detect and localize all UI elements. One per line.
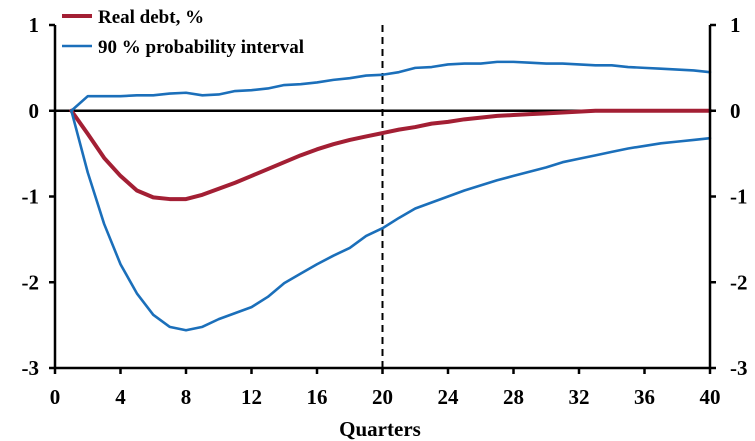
y-tick-label-right: 1 bbox=[730, 13, 741, 37]
x-axis-title: Quarters bbox=[339, 417, 421, 441]
x-tick-label: 32 bbox=[569, 385, 590, 409]
legend: Real debt, % 90 % probability interval bbox=[62, 7, 304, 58]
y-tick-label-right: -3 bbox=[730, 356, 748, 380]
tick-labels: 1 1 0 0 -1 -1 -2 -2 -3 -3 0 4 8 12 16 20 24 28 32 36 40 bbox=[22, 13, 748, 409]
x-tick-label: 24 bbox=[438, 385, 460, 409]
y-tick-label-left: 1 bbox=[29, 13, 40, 37]
x-tick-label: 40 bbox=[700, 385, 721, 409]
y-tick-label-left: -1 bbox=[22, 185, 40, 209]
y-tick-label-left: -2 bbox=[22, 270, 40, 294]
probability-interval-upper-line bbox=[70, 60, 712, 113]
y-tick-label-left: -3 bbox=[22, 356, 40, 380]
probability-interval-lower-line bbox=[70, 109, 712, 332]
x-tick-label: 28 bbox=[503, 385, 524, 409]
x-tick-label: 12 bbox=[241, 385, 262, 409]
x-tick-label: 4 bbox=[115, 385, 126, 409]
x-tick-label: 20 bbox=[372, 385, 393, 409]
legend-label: Real debt, % bbox=[98, 7, 204, 28]
y-tick-label-right: -2 bbox=[730, 270, 748, 294]
x-tick-label: 16 bbox=[307, 385, 328, 409]
y-tick-label-right: 0 bbox=[730, 99, 741, 123]
y-tick-label-left: 0 bbox=[29, 99, 40, 123]
legend-label: 90 % probability interval bbox=[98, 37, 304, 58]
y-tick-label-right: -1 bbox=[730, 185, 748, 209]
x-tick-label: 0 bbox=[50, 385, 61, 409]
x-tick-label: 36 bbox=[634, 385, 655, 409]
x-tick-label: 8 bbox=[181, 385, 192, 409]
axes bbox=[49, 23, 716, 374]
series-lines bbox=[69, 60, 712, 332]
real-debt-line bbox=[69, 108, 712, 202]
